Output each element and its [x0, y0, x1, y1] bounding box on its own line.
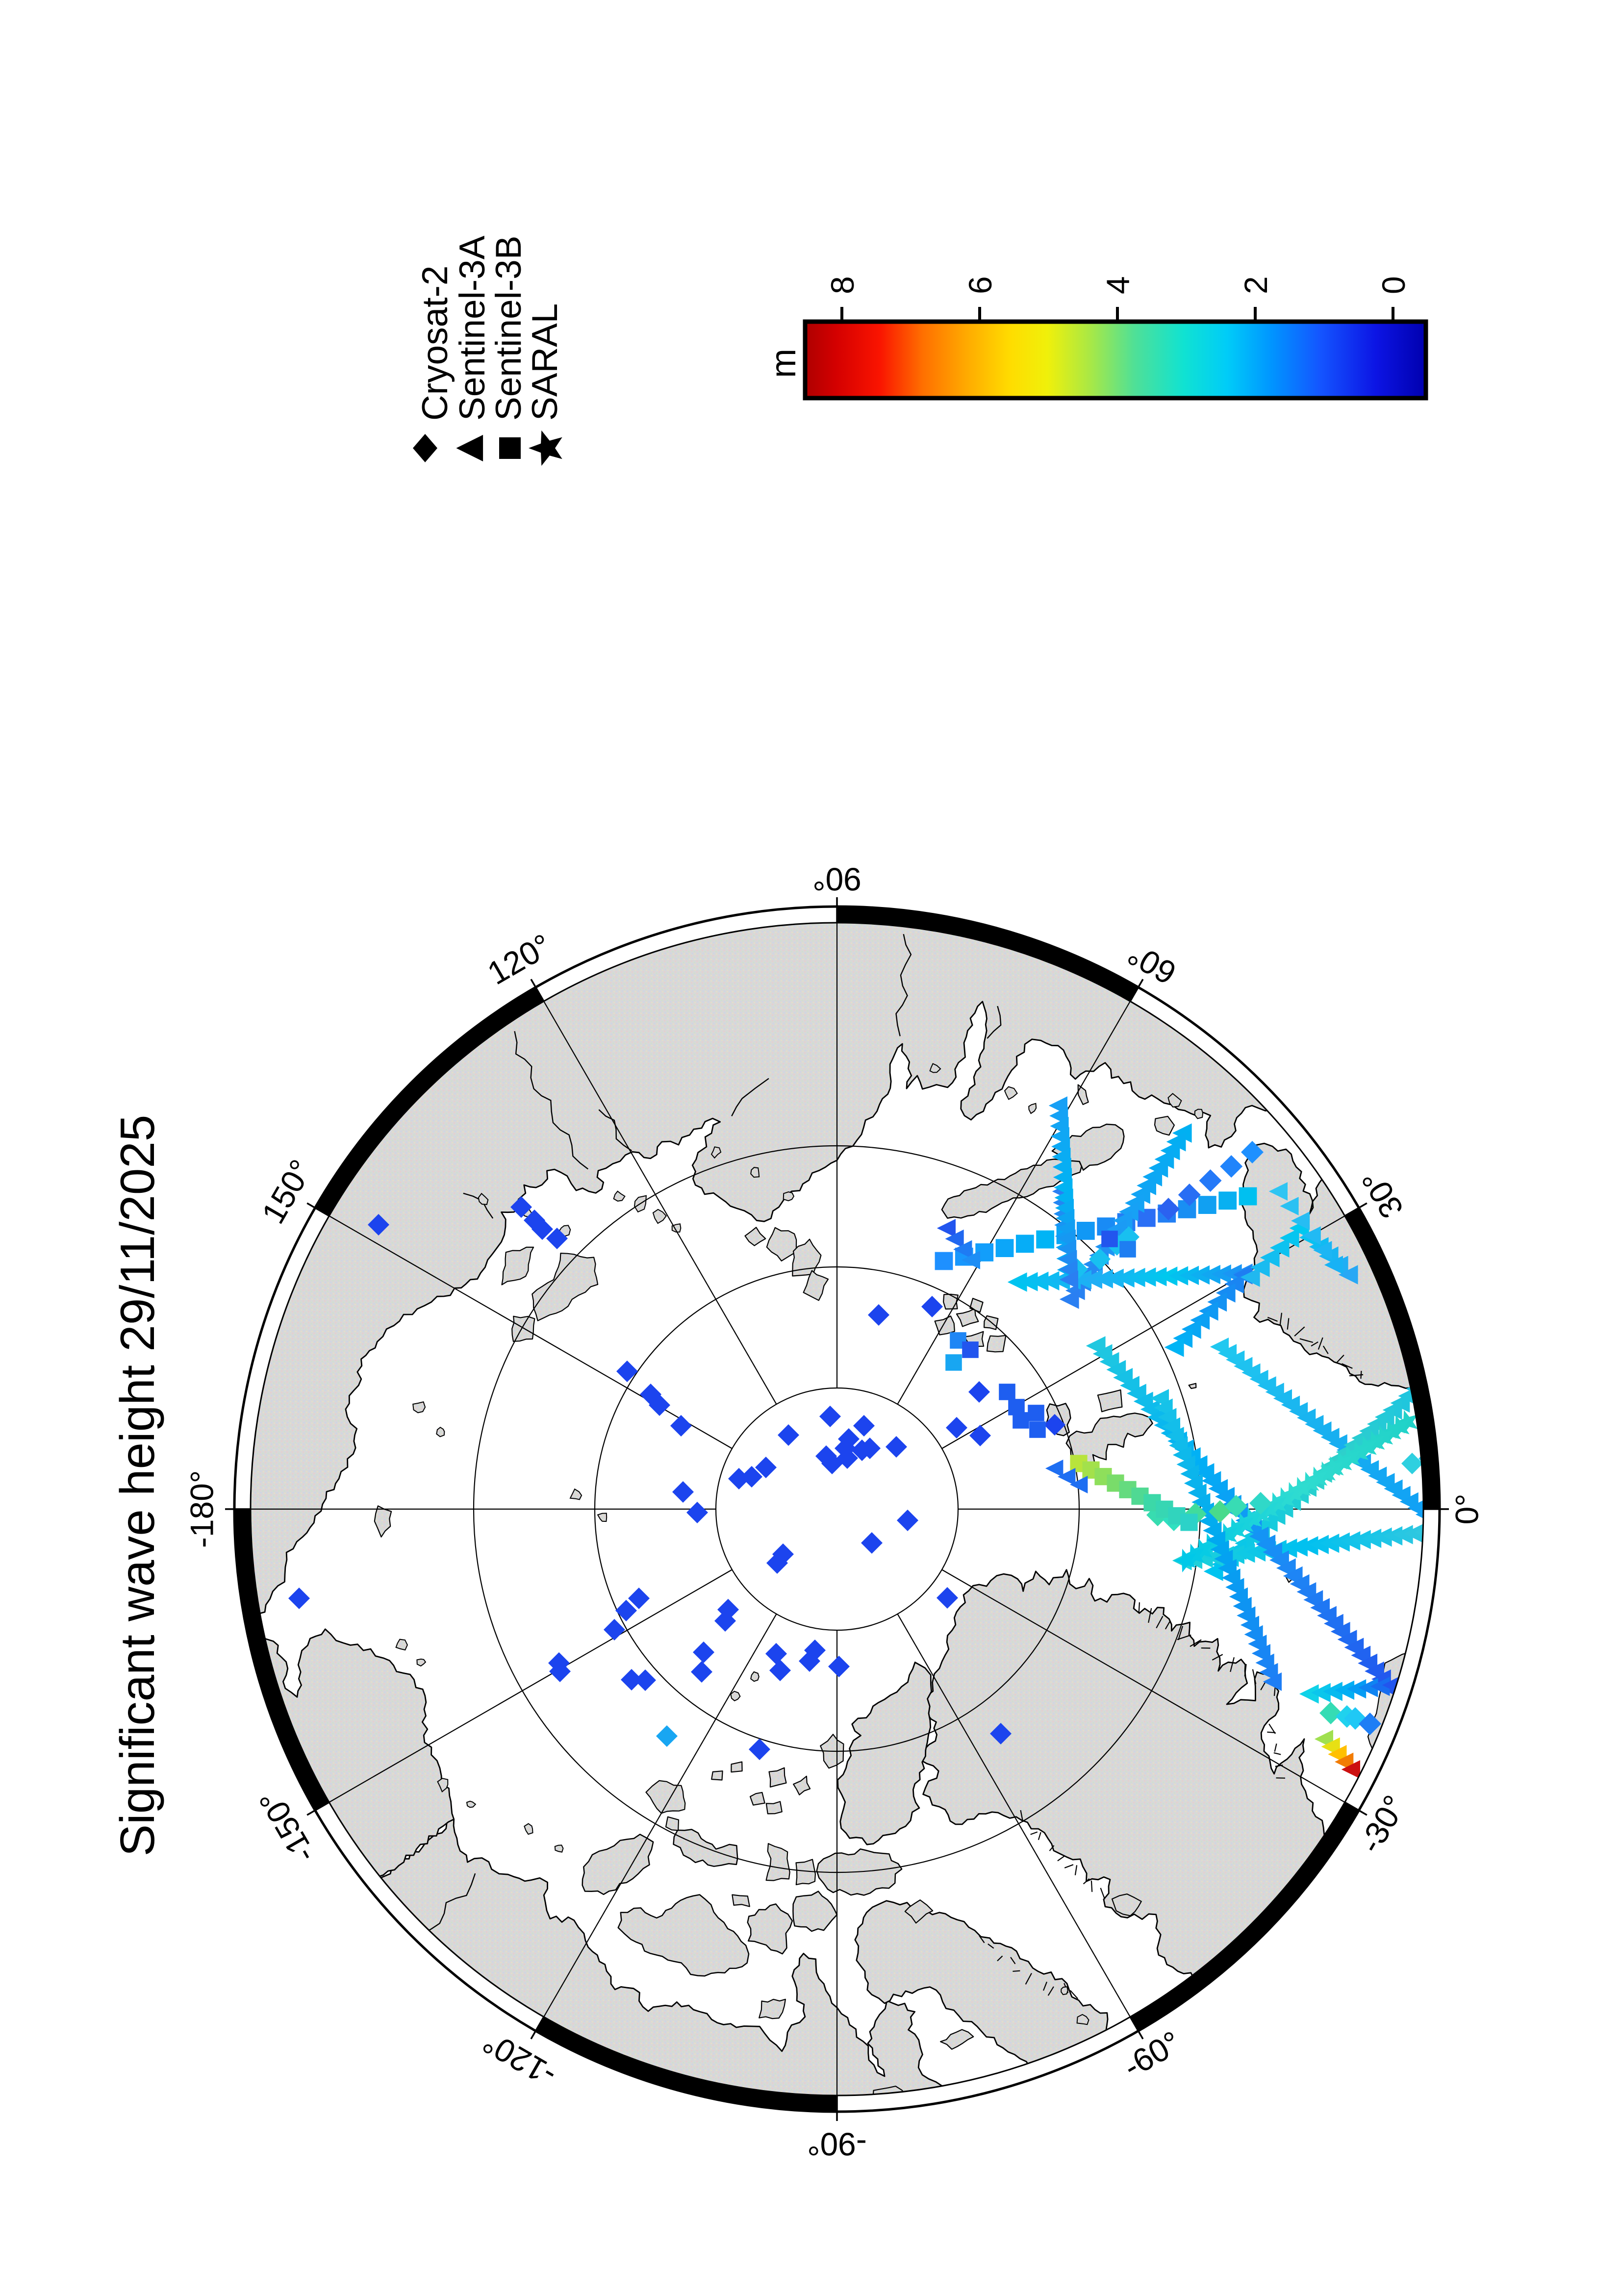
- svg-text:8: 8: [824, 276, 861, 294]
- svg-text:6: 6: [962, 276, 998, 294]
- svg-text:SARAL: SARAL: [525, 303, 565, 421]
- svg-text:Significant wave height 29/11/: Significant wave height 29/11/2025: [110, 1115, 164, 1857]
- svg-text:4: 4: [1100, 276, 1136, 294]
- svg-text:0: 0: [1375, 276, 1412, 294]
- svg-text:2: 2: [1238, 276, 1274, 294]
- svg-text:Sentinel-3A: Sentinel-3A: [453, 235, 492, 421]
- svg-text:Sentinel-3B: Sentinel-3B: [489, 236, 529, 421]
- svg-text:-180°: -180°: [183, 1470, 220, 1548]
- svg-text:Cryosat-2: Cryosat-2: [415, 266, 455, 421]
- svg-text:90°: 90°: [812, 861, 861, 898]
- svg-text:-90°: -90°: [807, 2126, 867, 2163]
- svg-text:m: m: [764, 349, 803, 378]
- svg-text:0°: 0°: [1448, 1493, 1485, 1524]
